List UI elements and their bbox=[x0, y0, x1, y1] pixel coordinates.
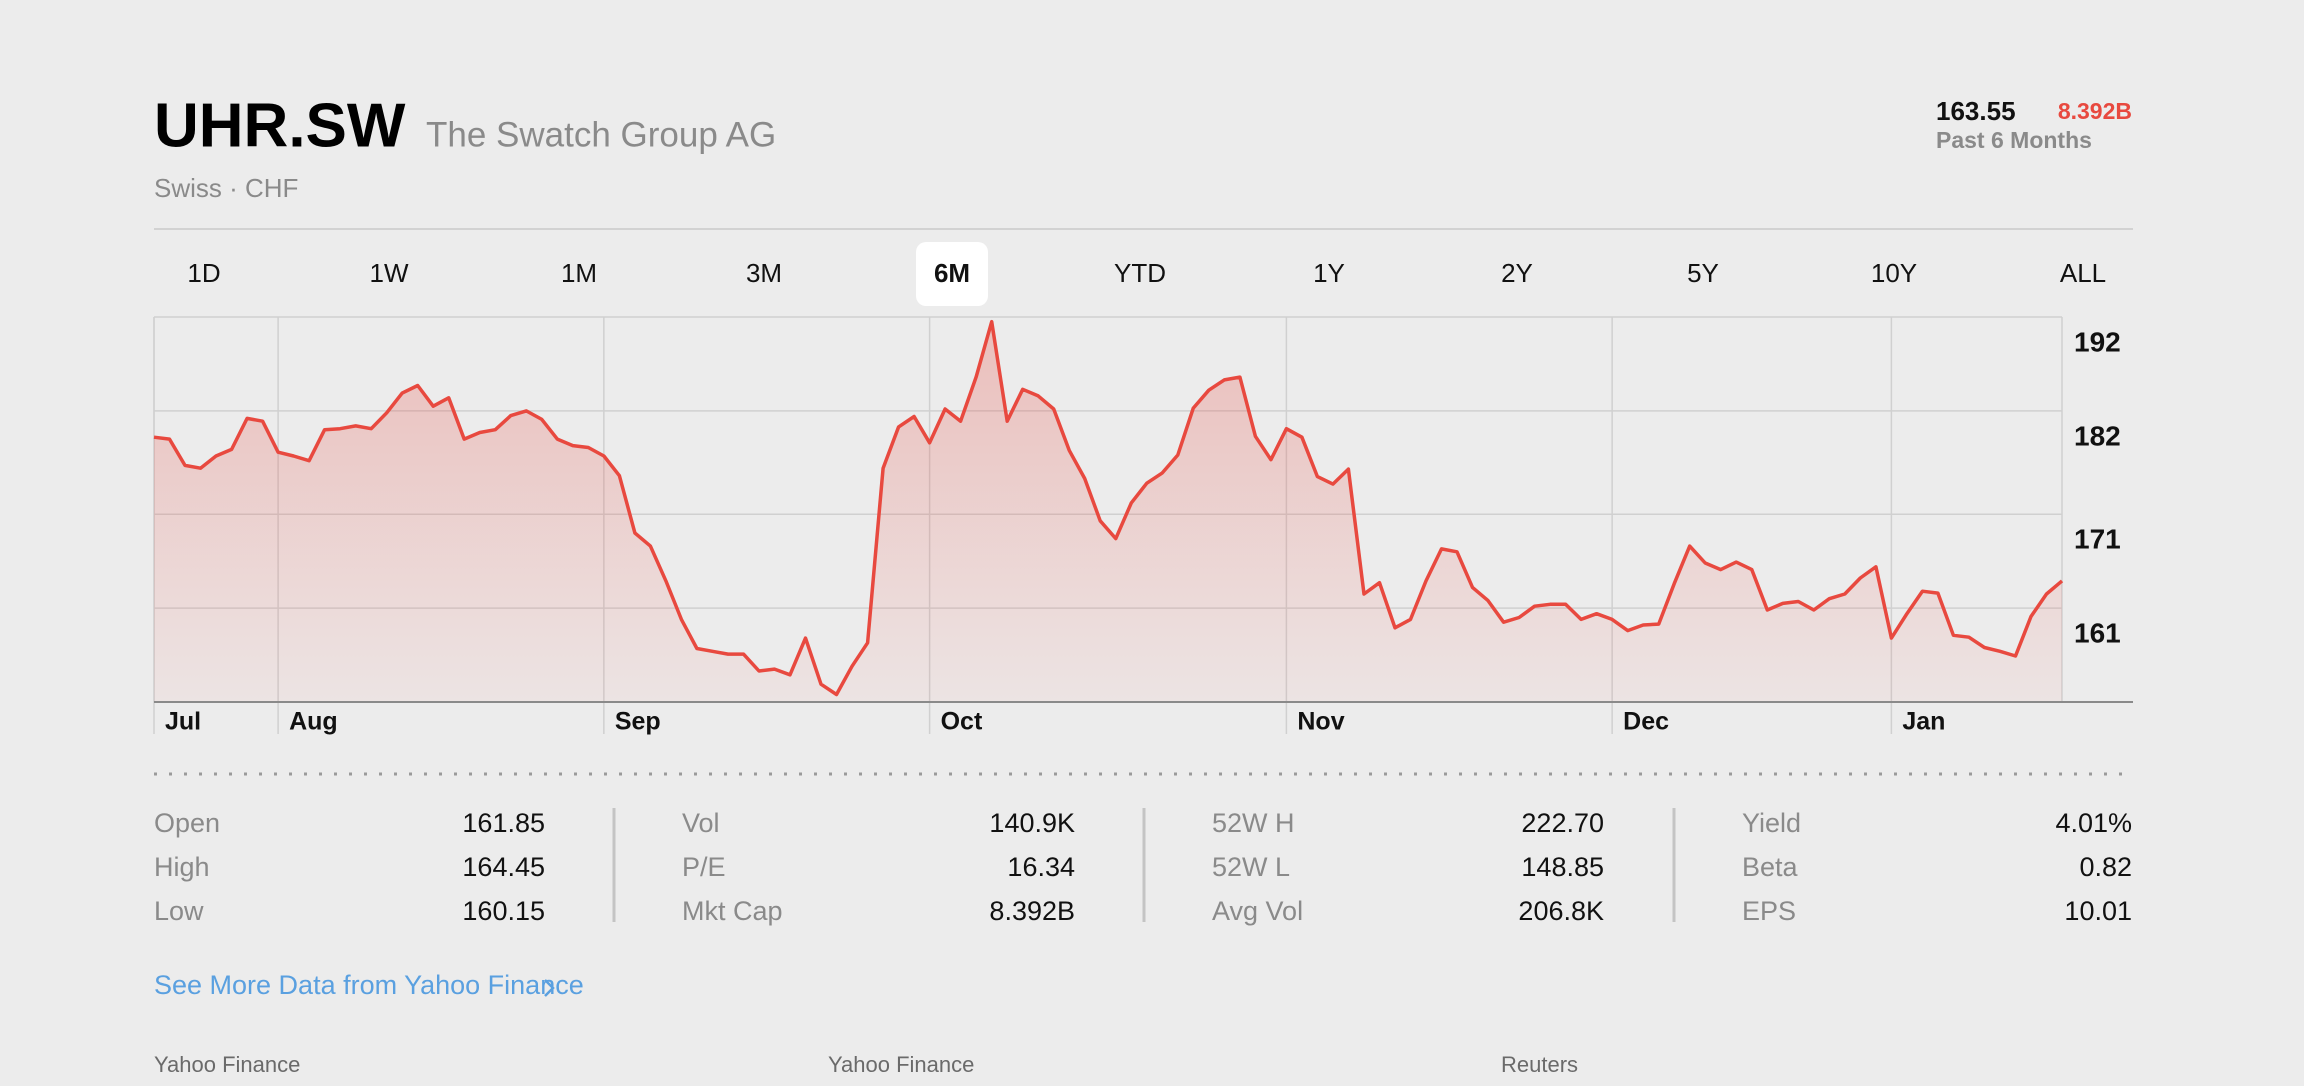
x-tick-label: Sep bbox=[615, 708, 661, 736]
chevron bbox=[544, 979, 555, 997]
stat-label: Low bbox=[154, 896, 204, 926]
x-tick-label: Jul bbox=[165, 708, 201, 736]
stat-value: 222.70 bbox=[1521, 808, 1604, 838]
stat-label: Open bbox=[154, 808, 220, 838]
range-button[interactable]: 10Y bbox=[1871, 258, 1917, 288]
x-tick-label: Dec bbox=[1623, 708, 1669, 736]
yahoo-link[interactable]: See More Data from Yahoo Finance bbox=[154, 970, 584, 1000]
symbol: UHR.SW bbox=[154, 91, 406, 160]
news-source: Yahoo Finance bbox=[828, 1052, 974, 1077]
stat-label: Mkt Cap bbox=[682, 896, 783, 926]
stat-value: 206.8K bbox=[1518, 896, 1604, 926]
y-tick-label: 182 bbox=[2074, 420, 2121, 451]
stat-value: 148.85 bbox=[1521, 852, 1604, 882]
news-source: Reuters bbox=[1501, 1052, 1578, 1077]
stat-value: 16.34 bbox=[1007, 852, 1075, 882]
stat-label: Yield bbox=[1742, 808, 1801, 838]
x-tick-label: Nov bbox=[1297, 708, 1344, 736]
stat-label: Vol bbox=[682, 808, 720, 838]
y-tick-label: 161 bbox=[2074, 617, 2121, 648]
stat-label: High bbox=[154, 852, 210, 882]
x-tick-label: Oct bbox=[941, 708, 983, 736]
range-button[interactable]: 6M bbox=[934, 258, 970, 288]
range-button[interactable]: YTD bbox=[1114, 258, 1166, 288]
range-button[interactable]: 1Y bbox=[1313, 258, 1345, 288]
stat-label: Avg Vol bbox=[1212, 896, 1303, 926]
stat-label: Beta bbox=[1742, 852, 1799, 882]
selected-range-bg bbox=[916, 242, 988, 306]
stat-value: 10.01 bbox=[2064, 896, 2132, 926]
stat-label: 52W H bbox=[1212, 808, 1295, 838]
range-button[interactable]: 2Y bbox=[1501, 258, 1533, 288]
stat-label: 52W L bbox=[1212, 852, 1290, 882]
period: Past 6 Months bbox=[1936, 127, 2092, 153]
stat-label: P/E bbox=[682, 852, 726, 882]
x-tick-label: Jan bbox=[1902, 708, 1945, 736]
exchange: Swiss · CHF bbox=[154, 173, 298, 203]
stat-value: 164.45 bbox=[462, 852, 545, 882]
x-tick-label: Aug bbox=[289, 708, 338, 736]
y-tick-label: 192 bbox=[2074, 326, 2121, 357]
range-button[interactable]: 3M bbox=[746, 258, 782, 288]
range-button[interactable]: 5Y bbox=[1687, 258, 1719, 288]
range-button[interactable]: 1D bbox=[187, 258, 220, 288]
range-button[interactable]: ALL bbox=[2060, 258, 2106, 288]
news-source: Yahoo Finance bbox=[154, 1052, 300, 1077]
stat-value: 4.01% bbox=[2055, 808, 2132, 838]
stat-label: EPS bbox=[1742, 896, 1796, 926]
stat-value: 160.15 bbox=[462, 896, 545, 926]
stat-value: 140.9K bbox=[989, 808, 1075, 838]
stat-value: 8.392B bbox=[989, 896, 1075, 926]
y-tick-label: 171 bbox=[2074, 524, 2121, 555]
range-button[interactable]: 1M bbox=[561, 258, 597, 288]
stat-value: 0.82 bbox=[2079, 852, 2132, 882]
market-cap: 8.392B bbox=[2058, 98, 2132, 124]
stat-value: 161.85 bbox=[462, 808, 545, 838]
area-fill bbox=[154, 321, 2062, 702]
price-line bbox=[153, 319, 2064, 697]
company-name: The Swatch Group AG bbox=[426, 115, 776, 154]
range-button[interactable]: 1W bbox=[370, 258, 409, 288]
price: 163.55 bbox=[1936, 96, 2016, 126]
